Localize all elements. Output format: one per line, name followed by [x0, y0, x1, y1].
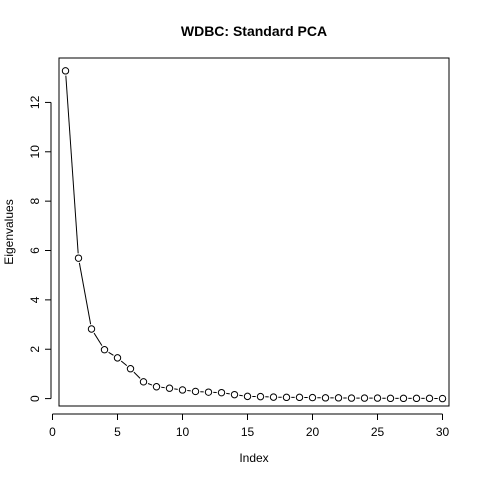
x-tick-label: 10 [176, 425, 190, 439]
y-tick-label: 4 [28, 296, 42, 303]
eigenvalue-line [65, 75, 438, 400]
series-segment [108, 351, 114, 356]
data-point [425, 394, 434, 403]
data-point [191, 387, 200, 396]
plot-frame [58, 57, 450, 407]
data-point [152, 383, 161, 391]
y-tick-label: 6 [28, 247, 42, 254]
series-segment [133, 371, 141, 379]
x-tick-label: 25 [371, 425, 385, 439]
data-point [230, 390, 239, 399]
data-point [100, 346, 109, 354]
y-axis: 0 2 4 6 8 10 12 [28, 95, 52, 402]
data-point [399, 394, 408, 403]
data-point [87, 325, 96, 333]
data-point [373, 394, 382, 402]
series-segment [120, 360, 128, 367]
data-point [243, 392, 252, 401]
data-point [269, 393, 278, 401]
y-tick-label: 10 [28, 145, 42, 159]
chart-title: WDBC: Standard PCA [181, 23, 327, 39]
data-point [334, 394, 343, 402]
y-tick-label: 0 [28, 395, 42, 402]
series-segment [226, 392, 230, 395]
data-point [139, 378, 148, 386]
y-tick-label: 2 [28, 346, 42, 353]
x-axis: 0 5 10 15 20 25 30 [49, 413, 450, 439]
data-point [204, 388, 213, 396]
data-point [74, 254, 83, 262]
data-point [347, 394, 356, 402]
data-point [360, 394, 369, 402]
x-tick-label: 0 [49, 425, 56, 439]
y-tick-label: 12 [28, 95, 42, 109]
x-axis-label: Index [239, 451, 268, 465]
eigenvalue-points [61, 67, 447, 403]
data-point [178, 386, 187, 394]
data-point [165, 384, 174, 392]
data-point [217, 388, 226, 397]
data-point [282, 393, 291, 402]
data-point [295, 393, 304, 402]
data-point [321, 394, 330, 402]
data-point [256, 392, 265, 401]
series-segment [78, 262, 92, 325]
x-tick-label: 20 [306, 425, 320, 439]
data-point [438, 394, 447, 403]
x-tick-label: 30 [436, 425, 450, 439]
data-point [412, 394, 421, 403]
y-axis-label: Eigenvalues [2, 199, 16, 264]
data-point [61, 67, 70, 75]
series-segment [93, 332, 103, 346]
series-segment [147, 383, 153, 386]
data-point [126, 365, 135, 373]
y-tick-label: 8 [28, 197, 42, 204]
x-tick-label: 15 [241, 425, 255, 439]
data-point [113, 354, 122, 362]
x-tick-label: 5 [114, 425, 121, 439]
data-point [386, 394, 395, 403]
series-segment [65, 75, 79, 254]
data-point [308, 393, 317, 402]
